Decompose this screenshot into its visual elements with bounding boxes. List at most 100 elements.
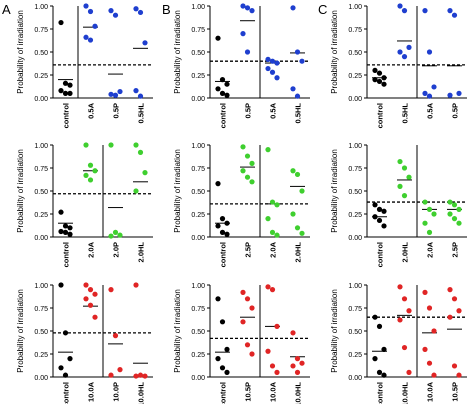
data-point [381,223,387,229]
data-point [265,56,271,62]
data-point [451,363,458,369]
y-tick-label: 0.50 [34,189,48,196]
data-point [240,319,246,325]
data-point [447,199,453,205]
data-point [83,296,89,302]
y-tick-label: 0.75 [34,27,48,34]
data-point [215,356,221,362]
data-point [290,86,296,92]
data-point [87,302,94,308]
y-axis-label: Probability of irradiation [173,10,182,94]
data-point [108,91,114,97]
data-point [244,342,251,348]
data-point [376,206,383,212]
chart-a-row3: 0.00 0.25 0.50 0.75 1.00 Probability of irrad… [16,282,153,404]
x-tick-label: control [376,382,385,404]
x-tick-label: 0.5P [451,103,460,118]
data-point [269,69,276,75]
y-axis-label: Probability of irradiation [330,10,339,94]
x-tick-label: control [219,382,228,404]
data-point [67,225,73,231]
x-tick-label: 10.0P [112,382,121,402]
x-tick-label: 0.5A [87,102,96,118]
data-point [67,90,73,96]
data-point [376,70,383,76]
x-tick-label: 10.5P [451,382,460,402]
data-point [294,356,301,362]
data-point [112,333,119,339]
y-tick-label: 1.00 [191,283,205,290]
data-point [376,217,383,224]
data-point [83,3,89,9]
x-tick-label: control [376,242,385,267]
data-point [240,3,246,9]
data-point [265,348,271,354]
data-point [87,8,94,15]
data-point [219,365,226,371]
data-point [447,287,453,293]
y-tick-label: 0.75 [34,306,48,313]
data-point [137,93,144,99]
data-point [67,82,73,88]
data-point [422,220,428,226]
x-tick-label: control [62,103,71,128]
data-point [269,199,276,205]
data-point [112,12,119,18]
y-tick-label: 0.25 [34,352,48,359]
y-tick-label: 0.50 [348,329,362,336]
data-point [397,49,403,55]
data-point [67,356,73,362]
data-point [397,158,403,165]
data-point [108,372,114,378]
data-point [215,35,221,41]
y-tick-label: 0.00 [34,375,48,382]
x-tick-label: 0.5A [426,102,435,118]
x-tick-label: 10.0A [426,381,435,402]
x-tick-label: 0.5P [112,103,121,118]
x-tick-label: 0.5HL [401,103,410,124]
data-point [372,77,378,83]
chart-c-row2: 0.00 0.25 0.50 0.75 1.00 Probability of irrad… [330,143,467,267]
data-point [401,165,408,171]
data-point [117,88,123,95]
x-tick-label: 0.5P [244,103,253,118]
data-point [274,369,280,375]
data-point [133,88,139,94]
y-tick-label: 1.00 [191,143,205,150]
y-tick-label: 0.00 [191,375,205,382]
data-point [447,211,453,217]
data-point [244,49,251,55]
data-point [397,317,403,323]
chart-a-row2: 0.00 0.25 0.50 0.75 1.00 Probability of irrad… [16,142,153,267]
y-axis-label: Probability of irradiation [173,289,182,373]
data-point [406,308,412,314]
data-point [62,80,69,86]
y-axis-label: Probability of irradiation [330,149,339,233]
data-point [219,229,226,235]
data-point [224,220,230,226]
y-tick-label: 1.00 [348,4,362,11]
data-point [244,153,251,159]
y-tick-label: 0.75 [348,27,362,34]
x-tick-label: 0.5HL [294,103,303,124]
data-point [294,369,301,375]
y-tick-label: 1.00 [191,4,205,11]
data-point [456,90,462,96]
data-point [372,214,378,220]
x-tick-label: 2.5P [244,242,253,257]
data-point [224,346,230,352]
data-point [422,199,428,205]
data-point [219,319,226,325]
y-tick-label: 0.00 [191,235,205,242]
data-point [431,84,437,90]
data-point [422,8,428,14]
data-point [381,208,387,214]
y-tick-label: 0.00 [34,235,48,242]
data-point [244,174,251,180]
data-point [372,67,378,73]
data-point [422,90,428,96]
data-point [456,308,462,314]
data-point [269,363,276,369]
data-point [376,323,383,329]
